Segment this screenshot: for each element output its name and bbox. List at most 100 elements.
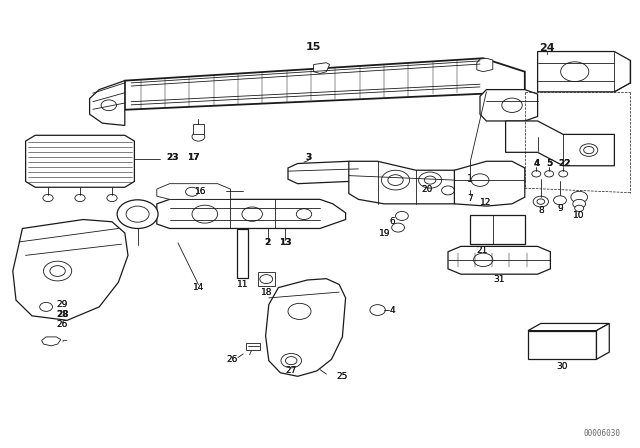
- Circle shape: [117, 200, 158, 228]
- Text: 10: 10: [573, 211, 585, 220]
- Circle shape: [575, 205, 584, 211]
- Circle shape: [40, 302, 52, 311]
- Circle shape: [545, 171, 554, 177]
- Text: 8: 8: [538, 206, 543, 215]
- Text: 5: 5: [546, 159, 552, 168]
- Text: 27: 27: [285, 366, 297, 375]
- Text: 28: 28: [56, 310, 69, 319]
- Circle shape: [107, 194, 117, 202]
- Text: 12: 12: [480, 198, 492, 207]
- Polygon shape: [125, 58, 525, 110]
- Text: 6: 6: [390, 217, 396, 226]
- Text: 21: 21: [476, 246, 488, 255]
- Text: 7: 7: [468, 194, 473, 202]
- Text: 17: 17: [187, 153, 200, 162]
- Text: 18: 18: [260, 288, 272, 297]
- Text: 22: 22: [558, 159, 571, 168]
- Text: 14: 14: [193, 283, 204, 292]
- Polygon shape: [266, 279, 346, 376]
- Polygon shape: [42, 337, 61, 346]
- Circle shape: [281, 353, 301, 368]
- Circle shape: [559, 171, 568, 177]
- Text: 3: 3: [305, 153, 312, 162]
- Circle shape: [442, 186, 454, 195]
- Circle shape: [50, 266, 65, 276]
- Text: 21: 21: [476, 246, 488, 255]
- Polygon shape: [314, 63, 330, 73]
- Text: 1: 1: [467, 174, 474, 184]
- Circle shape: [126, 206, 149, 222]
- Polygon shape: [528, 323, 609, 331]
- Text: 9: 9: [557, 204, 563, 213]
- Polygon shape: [157, 184, 230, 199]
- Text: 00006030: 00006030: [584, 429, 621, 438]
- Text: 11: 11: [237, 280, 249, 289]
- Circle shape: [44, 261, 72, 281]
- Circle shape: [573, 199, 586, 208]
- Circle shape: [474, 253, 493, 267]
- Text: 29: 29: [56, 300, 68, 309]
- Text: 6: 6: [390, 217, 396, 226]
- Text: 26: 26: [56, 320, 68, 329]
- Polygon shape: [506, 121, 614, 166]
- Circle shape: [537, 199, 545, 204]
- Text: 31: 31: [493, 276, 505, 284]
- Circle shape: [296, 209, 312, 220]
- Text: 20: 20: [421, 185, 433, 194]
- Circle shape: [43, 194, 53, 202]
- Circle shape: [561, 62, 589, 82]
- Text: 12: 12: [480, 198, 492, 207]
- Circle shape: [419, 172, 442, 188]
- Text: 26: 26: [56, 320, 68, 329]
- Text: 25: 25: [336, 372, 348, 381]
- Text: 23: 23: [166, 153, 179, 162]
- Circle shape: [396, 211, 408, 220]
- Text: 30: 30: [556, 362, 568, 371]
- Text: 4: 4: [533, 159, 540, 168]
- Bar: [193, 124, 204, 134]
- Circle shape: [381, 170, 410, 190]
- Circle shape: [242, 207, 262, 221]
- Text: 2: 2: [264, 238, 271, 247]
- Text: 31: 31: [493, 276, 505, 284]
- Text: ⌐: ⌐: [61, 338, 67, 345]
- Text: 16: 16: [195, 187, 206, 196]
- Text: 13: 13: [278, 238, 291, 247]
- Text: 15: 15: [306, 42, 321, 52]
- Text: 25: 25: [336, 372, 348, 381]
- Text: 2: 2: [264, 238, 271, 247]
- Circle shape: [285, 357, 297, 365]
- Bar: [246, 343, 260, 350]
- Text: 28: 28: [56, 310, 69, 319]
- Text: 7: 7: [468, 194, 473, 202]
- Polygon shape: [26, 135, 134, 187]
- Text: 4: 4: [389, 306, 395, 314]
- Text: 19: 19: [379, 229, 390, 238]
- Circle shape: [260, 275, 273, 284]
- Bar: [528, 331, 596, 359]
- Text: 29: 29: [56, 300, 68, 309]
- Text: 22: 22: [558, 159, 571, 168]
- Polygon shape: [90, 81, 125, 125]
- Circle shape: [471, 174, 489, 186]
- Polygon shape: [596, 323, 609, 359]
- Text: 10: 10: [573, 211, 585, 220]
- Text: 23: 23: [166, 153, 179, 162]
- Text: 11: 11: [237, 280, 249, 289]
- Polygon shape: [13, 220, 128, 320]
- Text: 8: 8: [538, 206, 543, 215]
- Text: 26: 26: [227, 355, 238, 364]
- Polygon shape: [157, 199, 346, 228]
- Circle shape: [370, 305, 385, 315]
- Circle shape: [580, 144, 598, 156]
- Text: 9: 9: [557, 204, 563, 213]
- Text: 17: 17: [187, 153, 200, 162]
- Polygon shape: [477, 58, 493, 72]
- Circle shape: [532, 171, 541, 177]
- Circle shape: [101, 100, 116, 111]
- Text: 27: 27: [285, 366, 297, 375]
- Circle shape: [75, 194, 85, 202]
- Circle shape: [554, 196, 566, 205]
- Circle shape: [388, 175, 403, 185]
- Circle shape: [502, 98, 522, 112]
